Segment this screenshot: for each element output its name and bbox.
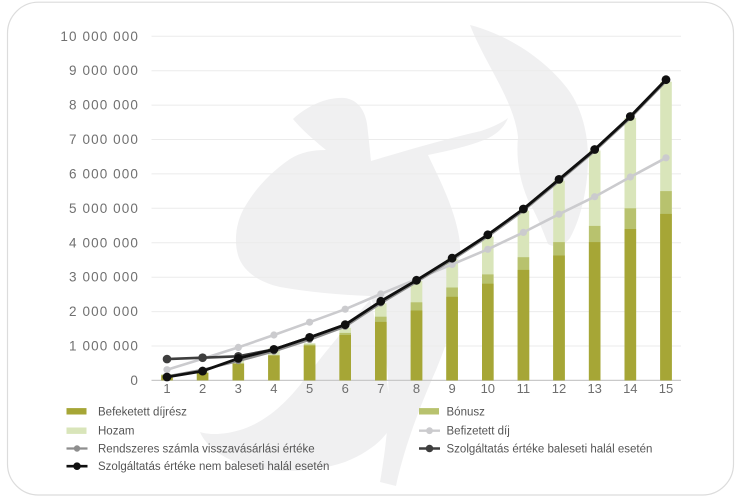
svg-text:10: 10 [481,381,495,396]
svg-text:15: 15 [659,381,673,396]
svg-text:9: 9 [448,381,455,396]
svg-text:Befeketett díjrész: Befeketett díjrész [98,406,187,418]
svg-text:9 000 000: 9 000 000 [69,63,139,78]
svg-text:Befizetett díj: Befizetett díj [447,426,510,438]
svg-text:5 000 000: 5 000 000 [69,201,139,216]
svg-text:5: 5 [306,381,313,396]
svg-text:6 000 000: 6 000 000 [69,166,139,181]
svg-text:8 000 000: 8 000 000 [69,98,139,113]
svg-text:1 000 000: 1 000 000 [69,339,139,354]
svg-text:Szolgáltatás értéke nem balese: Szolgáltatás értéke nem baleseti halál e… [98,461,329,473]
svg-text:10 000 000: 10 000 000 [60,29,139,44]
svg-text:Szolgáltatás értéke baleseti h: Szolgáltatás értéke baleseti halál eseté… [447,444,653,456]
svg-text:4 000 000: 4 000 000 [69,235,139,250]
svg-text:8: 8 [413,381,420,396]
svg-text:12: 12 [552,381,566,396]
svg-text:13: 13 [587,381,601,396]
svg-text:2: 2 [199,381,206,396]
svg-text:4: 4 [270,381,277,396]
svg-text:11: 11 [517,381,531,396]
svg-text:6: 6 [342,381,349,396]
svg-text:Hozam: Hozam [98,426,134,438]
svg-text:Rendszeres számla visszavásárl: Rendszeres számla visszavásárlási értéke [98,444,315,456]
svg-text:Bónusz: Bónusz [447,406,486,418]
svg-text:3: 3 [235,381,242,396]
svg-text:3 000 000: 3 000 000 [69,270,139,285]
svg-text:14: 14 [623,381,637,396]
svg-text:2 000 000: 2 000 000 [69,304,139,319]
svg-text:1: 1 [163,381,170,396]
svg-text:7 000 000: 7 000 000 [69,132,139,147]
svg-text:7: 7 [377,381,384,396]
svg-text:0: 0 [130,373,139,388]
